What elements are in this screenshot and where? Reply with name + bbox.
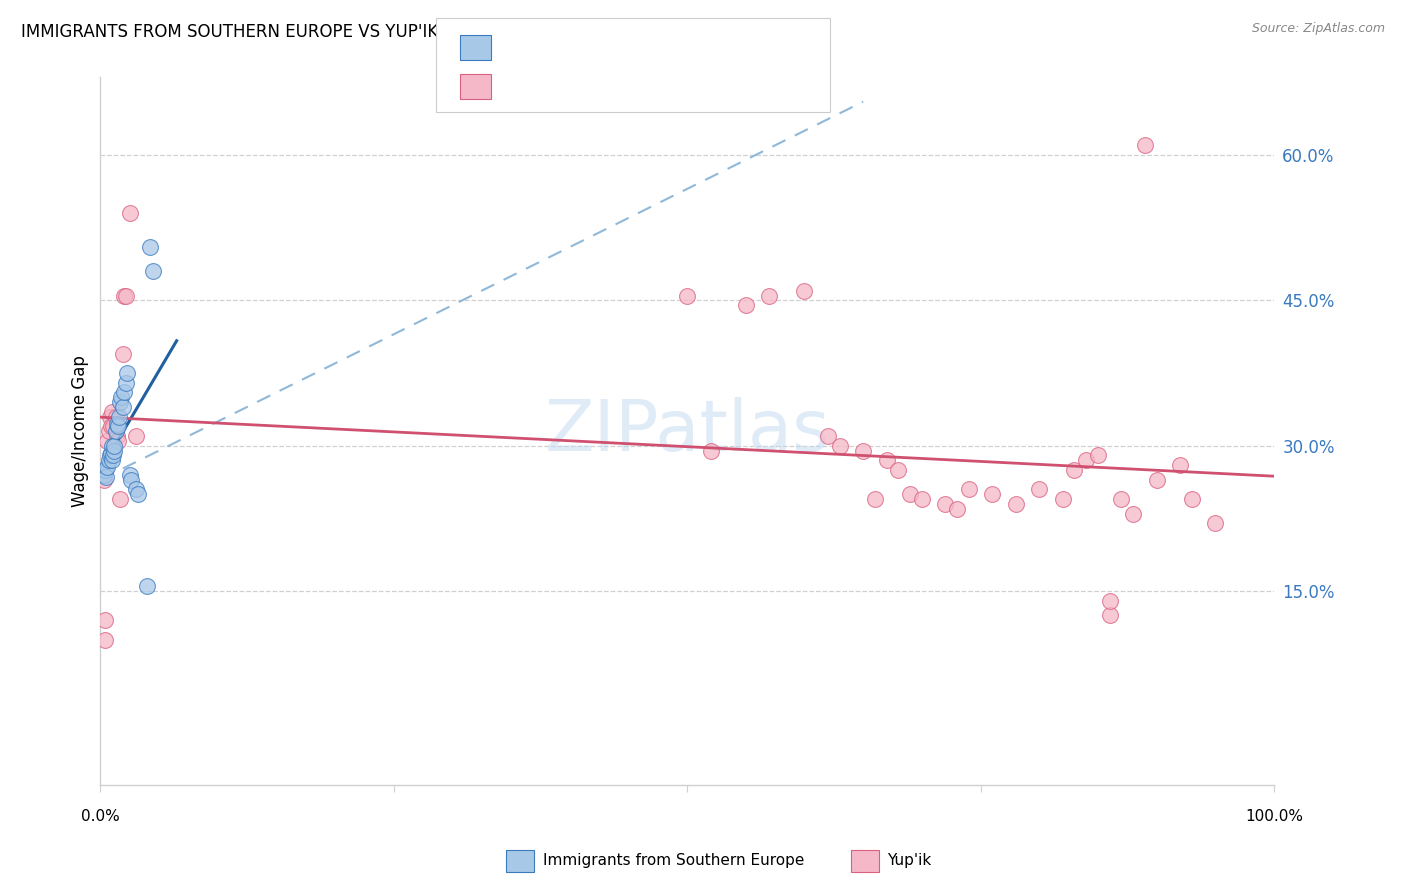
Point xyxy=(142,264,165,278)
Point xyxy=(1204,516,1226,531)
Point xyxy=(94,632,117,647)
Point xyxy=(110,395,132,409)
Text: IMMIGRANTS FROM SOUTHERN EUROPE VS YUP'IK WAGE/INCOME GAP CORRELATION CHART: IMMIGRANTS FROM SOUTHERN EUROPE VS YUP'I… xyxy=(21,22,790,40)
Point xyxy=(118,467,141,482)
Point xyxy=(98,449,121,463)
Text: 100.0%: 100.0% xyxy=(1244,809,1303,824)
Point xyxy=(103,443,125,458)
Point xyxy=(1052,491,1074,506)
Point xyxy=(110,390,132,404)
Y-axis label: Wage/Income Gap: Wage/Income Gap xyxy=(72,355,89,508)
Point xyxy=(828,439,851,453)
Point xyxy=(734,298,756,312)
Point xyxy=(758,288,780,302)
Point xyxy=(863,491,886,506)
Point xyxy=(1076,453,1098,467)
Point xyxy=(112,385,135,400)
Point xyxy=(93,473,115,487)
Point xyxy=(887,463,910,477)
Point xyxy=(115,288,138,302)
Point xyxy=(1004,497,1026,511)
Point xyxy=(103,439,125,453)
Point xyxy=(101,439,124,453)
Point xyxy=(124,429,146,443)
Point xyxy=(876,453,898,467)
Point xyxy=(120,473,142,487)
Point xyxy=(103,449,125,463)
Text: R = 0.333   N = 29: R = 0.333 N = 29 xyxy=(502,38,686,57)
Point xyxy=(127,487,149,501)
Point xyxy=(107,434,129,448)
Point xyxy=(981,487,1004,501)
Point xyxy=(1028,483,1050,497)
Point xyxy=(93,467,115,482)
Point xyxy=(97,424,120,438)
Point xyxy=(111,400,134,414)
Point xyxy=(124,483,146,497)
Point xyxy=(97,453,120,467)
Text: ZIPatlas: ZIPatlas xyxy=(544,397,830,466)
Point xyxy=(108,409,131,424)
Text: Yup'ik: Yup'ik xyxy=(887,854,931,868)
Point xyxy=(934,497,956,511)
Point xyxy=(852,443,875,458)
Point xyxy=(107,419,129,434)
Point xyxy=(94,613,117,627)
Point xyxy=(112,288,135,302)
Point xyxy=(100,446,122,460)
Point xyxy=(911,491,934,506)
Point xyxy=(957,483,980,497)
Point xyxy=(103,419,125,434)
Point xyxy=(96,434,118,448)
Point xyxy=(1122,507,1144,521)
Point xyxy=(1111,491,1133,506)
Point xyxy=(898,487,921,501)
Point xyxy=(1146,473,1168,487)
Point xyxy=(118,206,141,220)
Point xyxy=(101,405,124,419)
Point xyxy=(946,501,969,516)
Text: Source: ZipAtlas.com: Source: ZipAtlas.com xyxy=(1251,22,1385,36)
Point xyxy=(817,429,839,443)
Point xyxy=(1133,138,1156,153)
Point xyxy=(793,284,815,298)
Point xyxy=(104,424,127,438)
Point xyxy=(100,419,122,434)
Point xyxy=(117,366,139,380)
Point xyxy=(1168,458,1191,472)
Point xyxy=(104,409,127,424)
Point xyxy=(138,240,160,254)
Point xyxy=(96,469,118,483)
Point xyxy=(1087,449,1109,463)
Text: Immigrants from Southern Europe: Immigrants from Southern Europe xyxy=(543,854,804,868)
Point xyxy=(110,491,132,506)
Point xyxy=(111,346,134,360)
Text: 0.0%: 0.0% xyxy=(82,809,120,824)
Point xyxy=(1098,608,1121,623)
Point xyxy=(1098,594,1121,608)
Point xyxy=(105,429,128,443)
Point xyxy=(676,288,699,302)
Point xyxy=(115,376,138,390)
Point xyxy=(94,463,117,477)
Point xyxy=(699,443,721,458)
Point xyxy=(98,409,121,424)
Point xyxy=(1181,491,1204,506)
Point xyxy=(105,417,128,432)
Point xyxy=(1063,463,1085,477)
Point xyxy=(136,579,159,593)
Text: R = 0.083   N = 50: R = 0.083 N = 50 xyxy=(502,74,686,92)
Point xyxy=(101,453,124,467)
Point xyxy=(96,460,118,475)
